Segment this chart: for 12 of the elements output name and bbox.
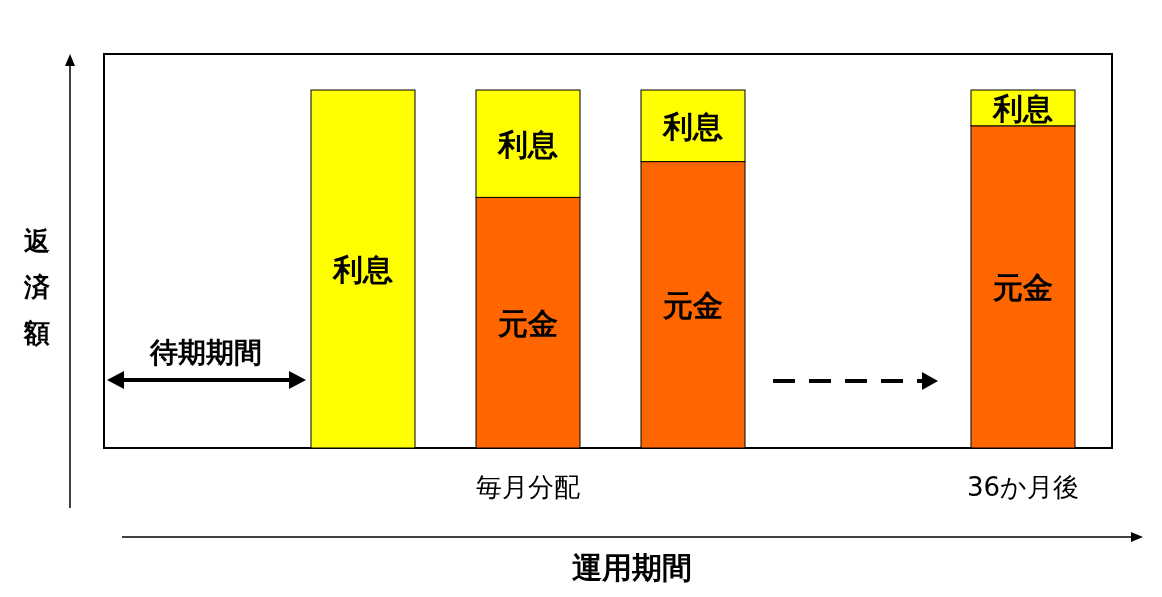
text: 利息 [333, 252, 393, 287]
y-axis-title: 返済額 [23, 226, 50, 348]
x-axis-title: 運用期間 [572, 550, 692, 585]
series-label: 利息 [992, 90, 1053, 126]
text: 利息 [663, 108, 723, 144]
text: 元金 [663, 287, 723, 323]
x-tick-label: 毎月分配 [476, 472, 580, 502]
text: 利息 [498, 126, 558, 162]
annotation: 待期期間 [149, 336, 262, 369]
x-tick-label: 36か月後 [966, 472, 1080, 502]
text: 元金 [993, 269, 1053, 305]
series-label: 元金 [497, 305, 558, 341]
